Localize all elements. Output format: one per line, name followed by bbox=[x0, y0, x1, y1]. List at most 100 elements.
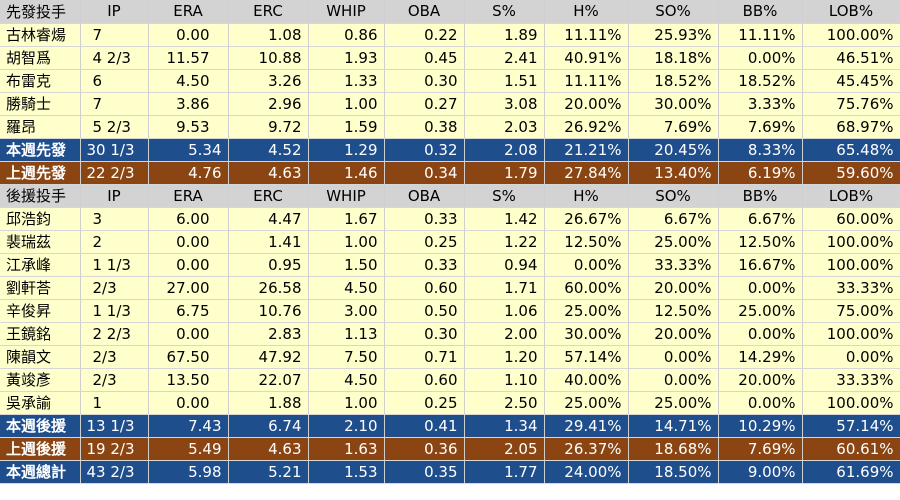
stat-oba: 0.33 bbox=[384, 207, 465, 231]
stat-oba: 0.25 bbox=[384, 230, 465, 254]
stat-era: 3.86 bbox=[148, 92, 229, 116]
player-name: 邱浩鈞 bbox=[0, 207, 81, 231]
player-name: 勝騎士 bbox=[0, 92, 81, 116]
summary-erc: 4.63 bbox=[228, 437, 309, 461]
summary-label: 上週先發 bbox=[0, 161, 81, 185]
stat-ip: 3 bbox=[80, 207, 149, 231]
stat-so: 20.00% bbox=[628, 322, 719, 346]
column-header-lob: LOB% bbox=[802, 184, 900, 208]
table-row: 吳承諭 1 0.00 1.88 1.00 0.25 2.50 25.00% 25.00% 0.00… bbox=[0, 391, 900, 415]
column-header-erc: ERC bbox=[228, 184, 309, 208]
column-header-bb: BB% bbox=[718, 184, 803, 208]
table-row: 陳韻文 2/3 67.50 47.92 7.50 0.71 1.20 57.14% 0.00% 1… bbox=[0, 345, 900, 369]
column-header-so: SO% bbox=[628, 184, 719, 208]
stat-s: 1.89 bbox=[464, 23, 545, 47]
stat-lob: 33.33% bbox=[802, 276, 900, 300]
table-row: 王鏡銘 2 2/3 0.00 2.83 1.13 0.30 2.00 30.00% 20.00%… bbox=[0, 322, 900, 346]
stat-h: 57.14% bbox=[544, 345, 629, 369]
summary-row: 上週後援 19 2/3 5.49 4.63 1.63 0.36 2.05 26.37% 18.6… bbox=[0, 437, 900, 461]
stat-erc: 0.95 bbox=[228, 253, 309, 277]
column-header-ip: IP bbox=[80, 184, 149, 208]
summary-row: 本週後援 13 1/3 7.43 6.74 2.10 0.41 1.34 29.41% 14.7… bbox=[0, 414, 900, 438]
summary-h: 21.21% bbox=[544, 138, 629, 162]
stat-whip: 4.50 bbox=[308, 368, 385, 392]
stat-so: 25.93% bbox=[628, 23, 719, 47]
summary-oba: 0.41 bbox=[384, 414, 465, 438]
stat-ip: 2/3 bbox=[80, 345, 149, 369]
stat-oba: 0.71 bbox=[384, 345, 465, 369]
stat-bb: 7.69% bbox=[718, 115, 803, 139]
stat-oba: 0.50 bbox=[384, 299, 465, 323]
summary-era: 5.98 bbox=[148, 460, 229, 484]
summary-s: 2.08 bbox=[464, 138, 545, 162]
stat-ip: 4 2/3 bbox=[80, 46, 149, 70]
stat-ip: 1 bbox=[80, 391, 149, 415]
stat-lob: 100.00% bbox=[802, 391, 900, 415]
table-row: 布雷克 6 4.50 3.26 1.33 0.30 1.51 11.11% 18.52% 18.5… bbox=[0, 69, 900, 93]
stat-oba: 0.27 bbox=[384, 92, 465, 116]
stat-bb: 20.00% bbox=[718, 368, 803, 392]
stat-era: 0.00 bbox=[148, 391, 229, 415]
stat-lob: 100.00% bbox=[802, 230, 900, 254]
column-header-so: SO% bbox=[628, 0, 719, 24]
player-name: 劉軒荅 bbox=[0, 276, 81, 300]
column-header-whip: WHIP bbox=[308, 0, 385, 24]
stat-so: 25.00% bbox=[628, 230, 719, 254]
summary-so: 20.45% bbox=[628, 138, 719, 162]
stat-lob: 100.00% bbox=[802, 23, 900, 47]
stat-s: 3.08 bbox=[464, 92, 545, 116]
summary-oba: 0.36 bbox=[384, 437, 465, 461]
column-header-erc: ERC bbox=[228, 0, 309, 24]
stat-so: 0.00% bbox=[628, 345, 719, 369]
stat-bb: 14.29% bbox=[718, 345, 803, 369]
stat-whip: 3.00 bbox=[308, 299, 385, 323]
summary-whip: 1.46 bbox=[308, 161, 385, 185]
stat-lob: 68.97% bbox=[802, 115, 900, 139]
summary-label: 本週先發 bbox=[0, 138, 81, 162]
stat-bb: 12.50% bbox=[718, 230, 803, 254]
stat-oba: 0.30 bbox=[384, 69, 465, 93]
stat-ip: 5 2/3 bbox=[80, 115, 149, 139]
summary-ip: 22 2/3 bbox=[80, 161, 149, 185]
stat-bb: 11.11% bbox=[718, 23, 803, 47]
column-header-s: S% bbox=[464, 184, 545, 208]
stat-whip: 1.50 bbox=[308, 253, 385, 277]
summary-so: 18.68% bbox=[628, 437, 719, 461]
stat-lob: 75.76% bbox=[802, 92, 900, 116]
player-name: 江承峰 bbox=[0, 253, 81, 277]
stat-lob: 100.00% bbox=[802, 322, 900, 346]
stat-so: 0.00% bbox=[628, 368, 719, 392]
stat-whip: 4.50 bbox=[308, 276, 385, 300]
stat-oba: 0.22 bbox=[384, 23, 465, 47]
stat-h: 11.11% bbox=[544, 69, 629, 93]
player-name: 王鏡銘 bbox=[0, 322, 81, 346]
player-name: 胡智爲 bbox=[0, 46, 81, 70]
summary-label: 上週後援 bbox=[0, 437, 81, 461]
section-title: 後援投手 bbox=[0, 184, 81, 208]
column-header-s: S% bbox=[464, 0, 545, 24]
stat-era: 11.57 bbox=[148, 46, 229, 70]
stat-lob: 60.00% bbox=[802, 207, 900, 231]
summary-whip: 1.53 bbox=[308, 460, 385, 484]
stat-erc: 2.83 bbox=[228, 322, 309, 346]
stat-era: 6.00 bbox=[148, 207, 229, 231]
summary-label: 本週後援 bbox=[0, 414, 81, 438]
section-header-row: 後援投手 IP ERA ERC WHIP OBA S% H% SO% BB% LOB% bbox=[0, 184, 900, 208]
stat-h: 40.00% bbox=[544, 368, 629, 392]
summary-erc: 4.52 bbox=[228, 138, 309, 162]
table-row: 辛俊昇 1 1/3 6.75 10.76 3.00 0.50 1.06 25.00% 12.50… bbox=[0, 299, 900, 323]
summary-lob: 57.14% bbox=[802, 414, 900, 438]
table-row: 劉軒荅 2/3 27.00 26.58 4.50 0.60 1.71 60.00% 20.00%… bbox=[0, 276, 900, 300]
stat-h: 20.00% bbox=[544, 92, 629, 116]
stat-era: 27.00 bbox=[148, 276, 229, 300]
stat-bb: 0.00% bbox=[718, 276, 803, 300]
stat-whip: 1.00 bbox=[308, 391, 385, 415]
summary-lob: 59.60% bbox=[802, 161, 900, 185]
summary-ip: 30 1/3 bbox=[80, 138, 149, 162]
stat-erc: 4.47 bbox=[228, 207, 309, 231]
stat-bb: 6.67% bbox=[718, 207, 803, 231]
stat-so: 7.69% bbox=[628, 115, 719, 139]
player-name: 黃竣彥 bbox=[0, 368, 81, 392]
stat-ip: 2/3 bbox=[80, 276, 149, 300]
summary-h: 29.41% bbox=[544, 414, 629, 438]
